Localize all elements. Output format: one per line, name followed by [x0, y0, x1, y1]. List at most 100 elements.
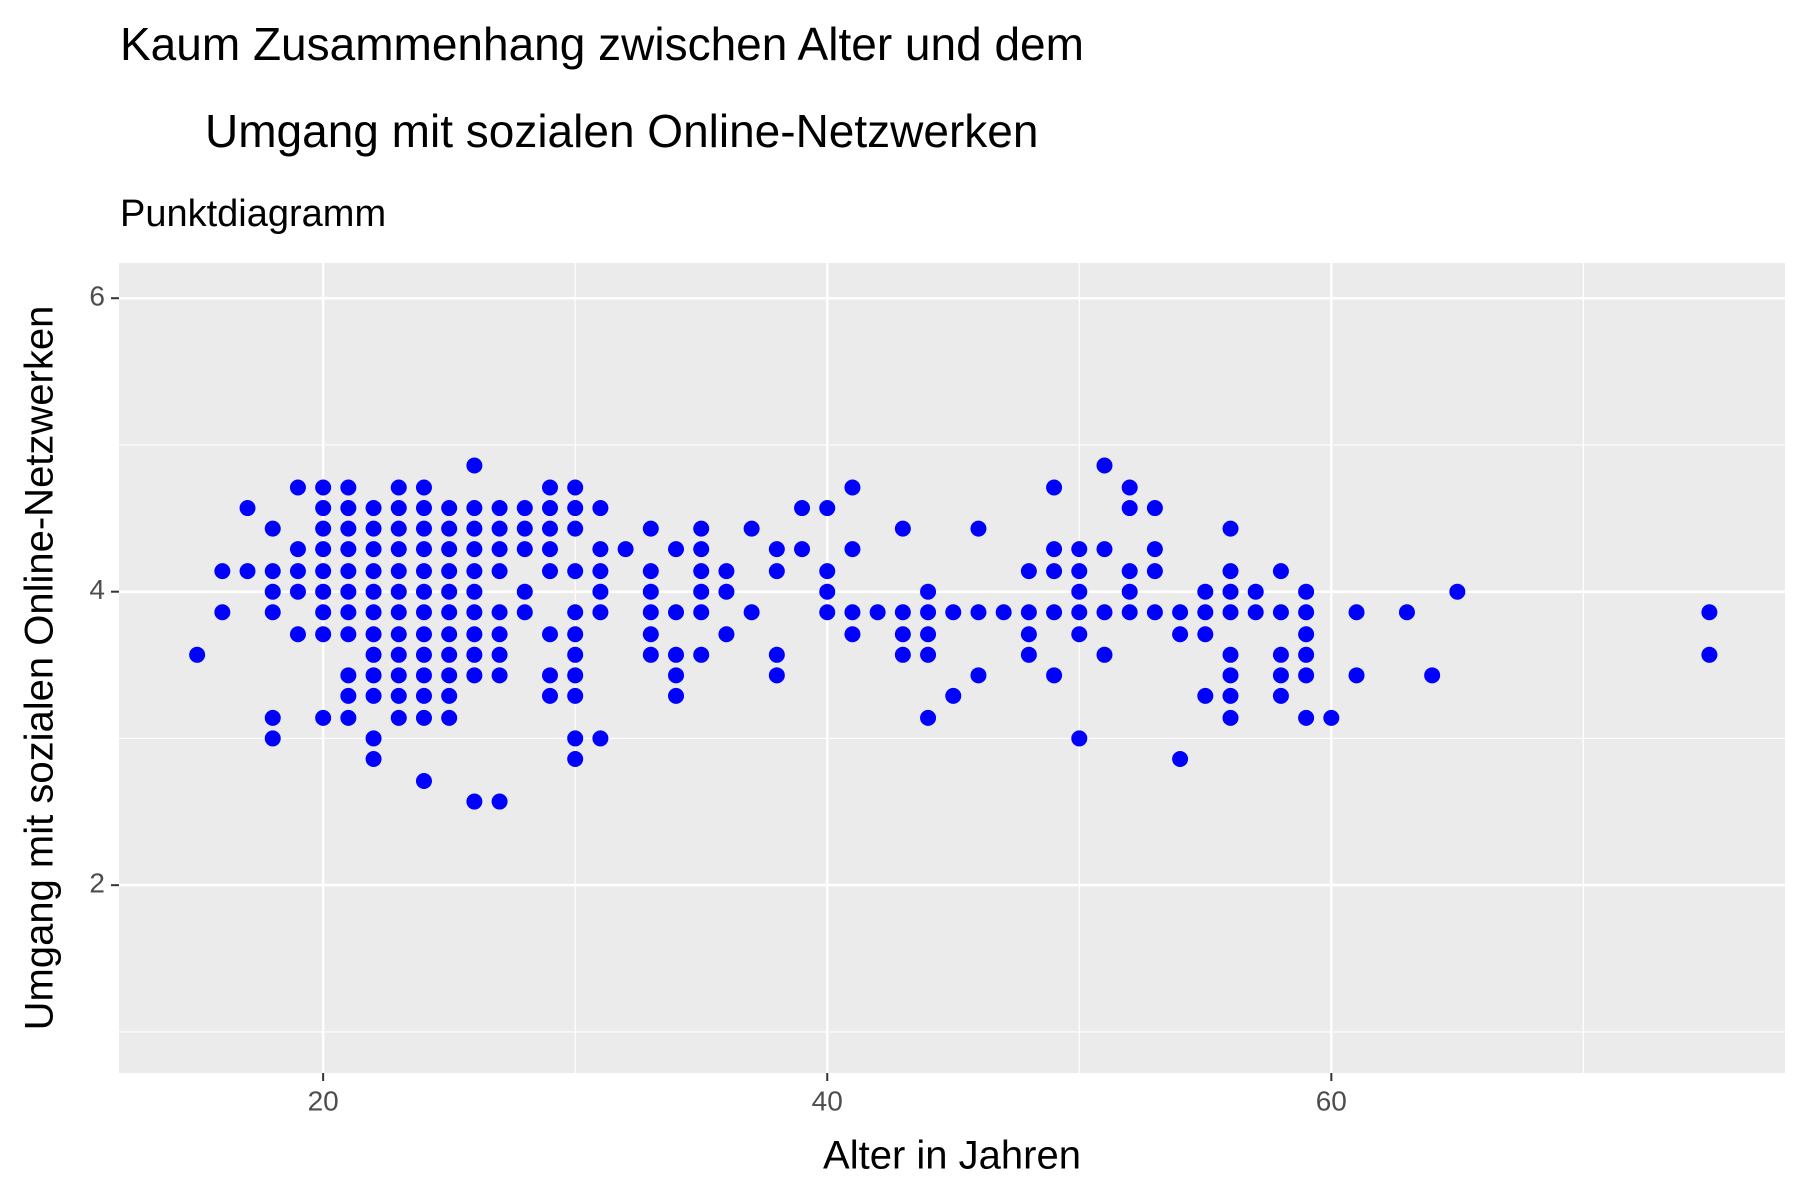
point [894, 520, 911, 537]
point [415, 479, 432, 496]
point [819, 604, 836, 621]
point [365, 626, 382, 643]
point [365, 687, 382, 704]
point [819, 500, 836, 517]
point [1020, 626, 1037, 643]
point [869, 604, 886, 621]
point [541, 500, 558, 517]
point [668, 541, 685, 558]
point [1197, 687, 1214, 704]
point [466, 626, 483, 643]
y-tick-label: 6 [89, 281, 105, 312]
point [1348, 667, 1365, 684]
point [415, 667, 432, 684]
point [844, 604, 861, 621]
point [1222, 563, 1239, 580]
point [1096, 604, 1113, 621]
point [466, 457, 483, 474]
point [516, 500, 533, 517]
point [441, 709, 458, 726]
point [541, 667, 558, 684]
point [1424, 667, 1441, 684]
point [920, 709, 937, 726]
point [415, 563, 432, 580]
point [390, 667, 407, 684]
point [441, 563, 458, 580]
point [1020, 604, 1037, 621]
point [693, 604, 710, 621]
y-axis-label: Umgang mit sozialen Online-Netzwerken [18, 306, 62, 1031]
point [541, 626, 558, 643]
point [315, 604, 332, 621]
point [567, 750, 584, 767]
chart-title: Umgang mit sozialen Online-Netzwerken [205, 105, 1038, 157]
point [239, 500, 256, 517]
chart-title: Kaum Zusammenhang zwischen Alter und dem [120, 18, 1084, 70]
point [1172, 626, 1189, 643]
point [642, 646, 659, 663]
point [390, 687, 407, 704]
point [1121, 500, 1138, 517]
point [718, 583, 735, 600]
point [844, 626, 861, 643]
point [466, 667, 483, 684]
point [264, 730, 281, 747]
point [415, 772, 432, 789]
point [340, 687, 357, 704]
point [466, 646, 483, 663]
point [592, 500, 609, 517]
point [920, 646, 937, 663]
point [642, 520, 659, 537]
point [491, 793, 508, 810]
point [491, 626, 508, 643]
point [642, 563, 659, 580]
point [466, 520, 483, 537]
point [642, 583, 659, 600]
point [1071, 583, 1088, 600]
point [390, 563, 407, 580]
point [415, 500, 432, 517]
point [415, 687, 432, 704]
point [567, 500, 584, 517]
point [1247, 604, 1264, 621]
point [592, 563, 609, 580]
point [1197, 604, 1214, 621]
point [1398, 604, 1415, 621]
point [592, 541, 609, 558]
point [1197, 583, 1214, 600]
point [894, 604, 911, 621]
point [491, 604, 508, 621]
point [1449, 583, 1466, 600]
point [466, 793, 483, 810]
point [1121, 563, 1138, 580]
point [768, 541, 785, 558]
point [415, 541, 432, 558]
point [264, 520, 281, 537]
point [315, 583, 332, 600]
point [743, 520, 760, 537]
point [970, 604, 987, 621]
point [1046, 667, 1063, 684]
point [1071, 604, 1088, 621]
point [415, 709, 432, 726]
point [289, 563, 306, 580]
point [1298, 583, 1315, 600]
point [1046, 604, 1063, 621]
point [390, 626, 407, 643]
point [592, 583, 609, 600]
point [920, 626, 937, 643]
point [340, 520, 357, 537]
point [668, 667, 685, 684]
point [340, 709, 357, 726]
point [1071, 730, 1088, 747]
point [516, 520, 533, 537]
point [844, 541, 861, 558]
point [340, 541, 357, 558]
point [365, 541, 382, 558]
point [466, 541, 483, 558]
point [1146, 541, 1163, 558]
point [1323, 709, 1340, 726]
point [365, 500, 382, 517]
point [1071, 541, 1088, 558]
point [239, 563, 256, 580]
